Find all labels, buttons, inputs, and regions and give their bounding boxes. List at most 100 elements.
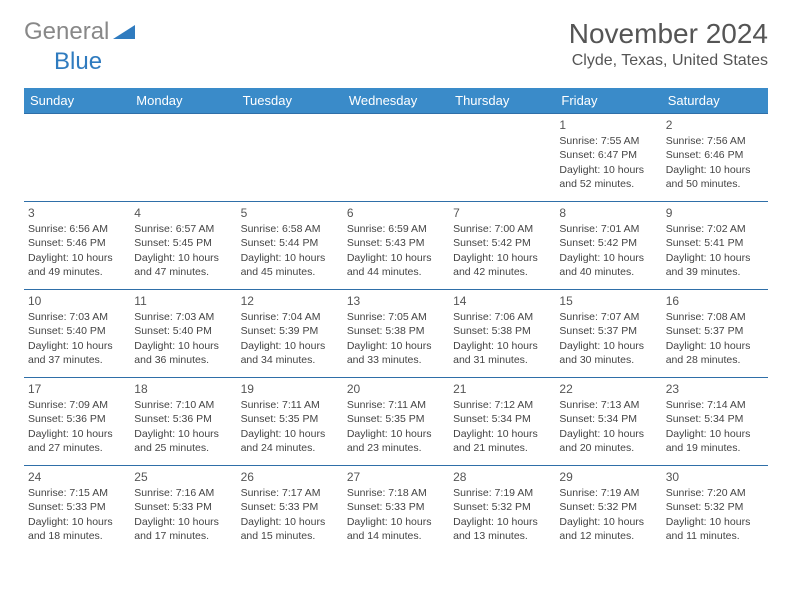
weekday-header: Wednesday bbox=[343, 88, 449, 114]
day-number: 11 bbox=[134, 293, 232, 309]
day-number: 5 bbox=[241, 205, 339, 221]
calendar-table: SundayMondayTuesdayWednesdayThursdayFrid… bbox=[24, 88, 768, 554]
title-block: November 2024 Clyde, Texas, United State… bbox=[569, 18, 768, 70]
calendar-cell: 21Sunrise: 7:12 AMSunset: 5:34 PMDayligh… bbox=[449, 378, 555, 466]
day-info: Sunrise: 7:19 AMSunset: 5:32 PMDaylight:… bbox=[559, 486, 657, 543]
day-info: Sunrise: 7:03 AMSunset: 5:40 PMDaylight:… bbox=[134, 310, 232, 367]
weekday-header: Friday bbox=[555, 88, 661, 114]
calendar-cell bbox=[237, 114, 343, 202]
calendar-cell: 13Sunrise: 7:05 AMSunset: 5:38 PMDayligh… bbox=[343, 290, 449, 378]
calendar-cell: 24Sunrise: 7:15 AMSunset: 5:33 PMDayligh… bbox=[24, 466, 130, 554]
calendar-cell: 8Sunrise: 7:01 AMSunset: 5:42 PMDaylight… bbox=[555, 202, 661, 290]
calendar-cell bbox=[343, 114, 449, 202]
calendar-body: 1Sunrise: 7:55 AMSunset: 6:47 PMDaylight… bbox=[24, 114, 768, 554]
day-number: 28 bbox=[453, 469, 551, 485]
month-title: November 2024 bbox=[569, 18, 768, 50]
day-info: Sunrise: 7:04 AMSunset: 5:39 PMDaylight:… bbox=[241, 310, 339, 367]
day-number: 14 bbox=[453, 293, 551, 309]
day-info: Sunrise: 7:13 AMSunset: 5:34 PMDaylight:… bbox=[559, 398, 657, 455]
day-info: Sunrise: 6:58 AMSunset: 5:44 PMDaylight:… bbox=[241, 222, 339, 279]
day-info: Sunrise: 7:18 AMSunset: 5:33 PMDaylight:… bbox=[347, 486, 445, 543]
day-number: 26 bbox=[241, 469, 339, 485]
day-number: 16 bbox=[666, 293, 764, 309]
day-info: Sunrise: 6:57 AMSunset: 5:45 PMDaylight:… bbox=[134, 222, 232, 279]
day-number: 25 bbox=[134, 469, 232, 485]
calendar-cell: 9Sunrise: 7:02 AMSunset: 5:41 PMDaylight… bbox=[662, 202, 768, 290]
day-number: 1 bbox=[559, 117, 657, 133]
calendar-week-row: 24Sunrise: 7:15 AMSunset: 5:33 PMDayligh… bbox=[24, 466, 768, 554]
day-number: 3 bbox=[28, 205, 126, 221]
day-number: 23 bbox=[666, 381, 764, 397]
calendar-cell: 1Sunrise: 7:55 AMSunset: 6:47 PMDaylight… bbox=[555, 114, 661, 202]
day-info: Sunrise: 7:55 AMSunset: 6:47 PMDaylight:… bbox=[559, 134, 657, 191]
calendar-week-row: 10Sunrise: 7:03 AMSunset: 5:40 PMDayligh… bbox=[24, 290, 768, 378]
calendar-cell: 17Sunrise: 7:09 AMSunset: 5:36 PMDayligh… bbox=[24, 378, 130, 466]
logo-gray-text: General bbox=[24, 18, 109, 46]
day-info: Sunrise: 6:56 AMSunset: 5:46 PMDaylight:… bbox=[28, 222, 126, 279]
calendar-cell bbox=[24, 114, 130, 202]
day-info: Sunrise: 7:20 AMSunset: 5:32 PMDaylight:… bbox=[666, 486, 764, 543]
day-number: 4 bbox=[134, 205, 232, 221]
calendar-week-row: 3Sunrise: 6:56 AMSunset: 5:46 PMDaylight… bbox=[24, 202, 768, 290]
day-number: 13 bbox=[347, 293, 445, 309]
day-info: Sunrise: 6:59 AMSunset: 5:43 PMDaylight:… bbox=[347, 222, 445, 279]
day-number: 8 bbox=[559, 205, 657, 221]
calendar-cell: 15Sunrise: 7:07 AMSunset: 5:37 PMDayligh… bbox=[555, 290, 661, 378]
day-number: 30 bbox=[666, 469, 764, 485]
day-number: 29 bbox=[559, 469, 657, 485]
calendar-week-row: 1Sunrise: 7:55 AMSunset: 6:47 PMDaylight… bbox=[24, 114, 768, 202]
day-info: Sunrise: 7:14 AMSunset: 5:34 PMDaylight:… bbox=[666, 398, 764, 455]
weekday-header: Sunday bbox=[24, 88, 130, 114]
calendar-cell: 10Sunrise: 7:03 AMSunset: 5:40 PMDayligh… bbox=[24, 290, 130, 378]
weekday-header: Monday bbox=[130, 88, 236, 114]
day-number: 15 bbox=[559, 293, 657, 309]
calendar-cell bbox=[449, 114, 555, 202]
day-info: Sunrise: 7:16 AMSunset: 5:33 PMDaylight:… bbox=[134, 486, 232, 543]
day-number: 21 bbox=[453, 381, 551, 397]
day-info: Sunrise: 7:00 AMSunset: 5:42 PMDaylight:… bbox=[453, 222, 551, 279]
day-number: 22 bbox=[559, 381, 657, 397]
calendar-cell bbox=[130, 114, 236, 202]
calendar-cell: 16Sunrise: 7:08 AMSunset: 5:37 PMDayligh… bbox=[662, 290, 768, 378]
calendar-cell: 5Sunrise: 6:58 AMSunset: 5:44 PMDaylight… bbox=[237, 202, 343, 290]
weekday-header-row: SundayMondayTuesdayWednesdayThursdayFrid… bbox=[24, 88, 768, 114]
day-info: Sunrise: 7:02 AMSunset: 5:41 PMDaylight:… bbox=[666, 222, 764, 279]
day-info: Sunrise: 7:19 AMSunset: 5:32 PMDaylight:… bbox=[453, 486, 551, 543]
day-info: Sunrise: 7:07 AMSunset: 5:37 PMDaylight:… bbox=[559, 310, 657, 367]
calendar-cell: 4Sunrise: 6:57 AMSunset: 5:45 PMDaylight… bbox=[130, 202, 236, 290]
calendar-cell: 18Sunrise: 7:10 AMSunset: 5:36 PMDayligh… bbox=[130, 378, 236, 466]
calendar-cell: 23Sunrise: 7:14 AMSunset: 5:34 PMDayligh… bbox=[662, 378, 768, 466]
logo: General bbox=[24, 18, 137, 46]
day-number: 17 bbox=[28, 381, 126, 397]
day-number: 27 bbox=[347, 469, 445, 485]
day-number: 6 bbox=[347, 205, 445, 221]
day-number: 7 bbox=[453, 205, 551, 221]
calendar-cell: 19Sunrise: 7:11 AMSunset: 5:35 PMDayligh… bbox=[237, 378, 343, 466]
day-number: 10 bbox=[28, 293, 126, 309]
day-number: 20 bbox=[347, 381, 445, 397]
day-info: Sunrise: 7:10 AMSunset: 5:36 PMDaylight:… bbox=[134, 398, 232, 455]
logo-triangle-icon bbox=[113, 21, 135, 44]
calendar-cell: 27Sunrise: 7:18 AMSunset: 5:33 PMDayligh… bbox=[343, 466, 449, 554]
day-number: 19 bbox=[241, 381, 339, 397]
logo-blue-text: Blue bbox=[54, 48, 102, 75]
location-text: Clyde, Texas, United States bbox=[569, 52, 768, 70]
day-info: Sunrise: 7:12 AMSunset: 5:34 PMDaylight:… bbox=[453, 398, 551, 455]
day-info: Sunrise: 7:56 AMSunset: 6:46 PMDaylight:… bbox=[666, 134, 764, 191]
day-info: Sunrise: 7:17 AMSunset: 5:33 PMDaylight:… bbox=[241, 486, 339, 543]
day-info: Sunrise: 7:01 AMSunset: 5:42 PMDaylight:… bbox=[559, 222, 657, 279]
weekday-header: Thursday bbox=[449, 88, 555, 114]
calendar-cell: 22Sunrise: 7:13 AMSunset: 5:34 PMDayligh… bbox=[555, 378, 661, 466]
day-number: 2 bbox=[666, 117, 764, 133]
day-info: Sunrise: 7:08 AMSunset: 5:37 PMDaylight:… bbox=[666, 310, 764, 367]
day-number: 24 bbox=[28, 469, 126, 485]
day-info: Sunrise: 7:09 AMSunset: 5:36 PMDaylight:… bbox=[28, 398, 126, 455]
calendar-cell: 26Sunrise: 7:17 AMSunset: 5:33 PMDayligh… bbox=[237, 466, 343, 554]
day-info: Sunrise: 7:11 AMSunset: 5:35 PMDaylight:… bbox=[241, 398, 339, 455]
day-info: Sunrise: 7:03 AMSunset: 5:40 PMDaylight:… bbox=[28, 310, 126, 367]
calendar-cell: 25Sunrise: 7:16 AMSunset: 5:33 PMDayligh… bbox=[130, 466, 236, 554]
calendar-cell: 11Sunrise: 7:03 AMSunset: 5:40 PMDayligh… bbox=[130, 290, 236, 378]
weekday-header: Tuesday bbox=[237, 88, 343, 114]
day-info: Sunrise: 7:05 AMSunset: 5:38 PMDaylight:… bbox=[347, 310, 445, 367]
calendar-cell: 28Sunrise: 7:19 AMSunset: 5:32 PMDayligh… bbox=[449, 466, 555, 554]
